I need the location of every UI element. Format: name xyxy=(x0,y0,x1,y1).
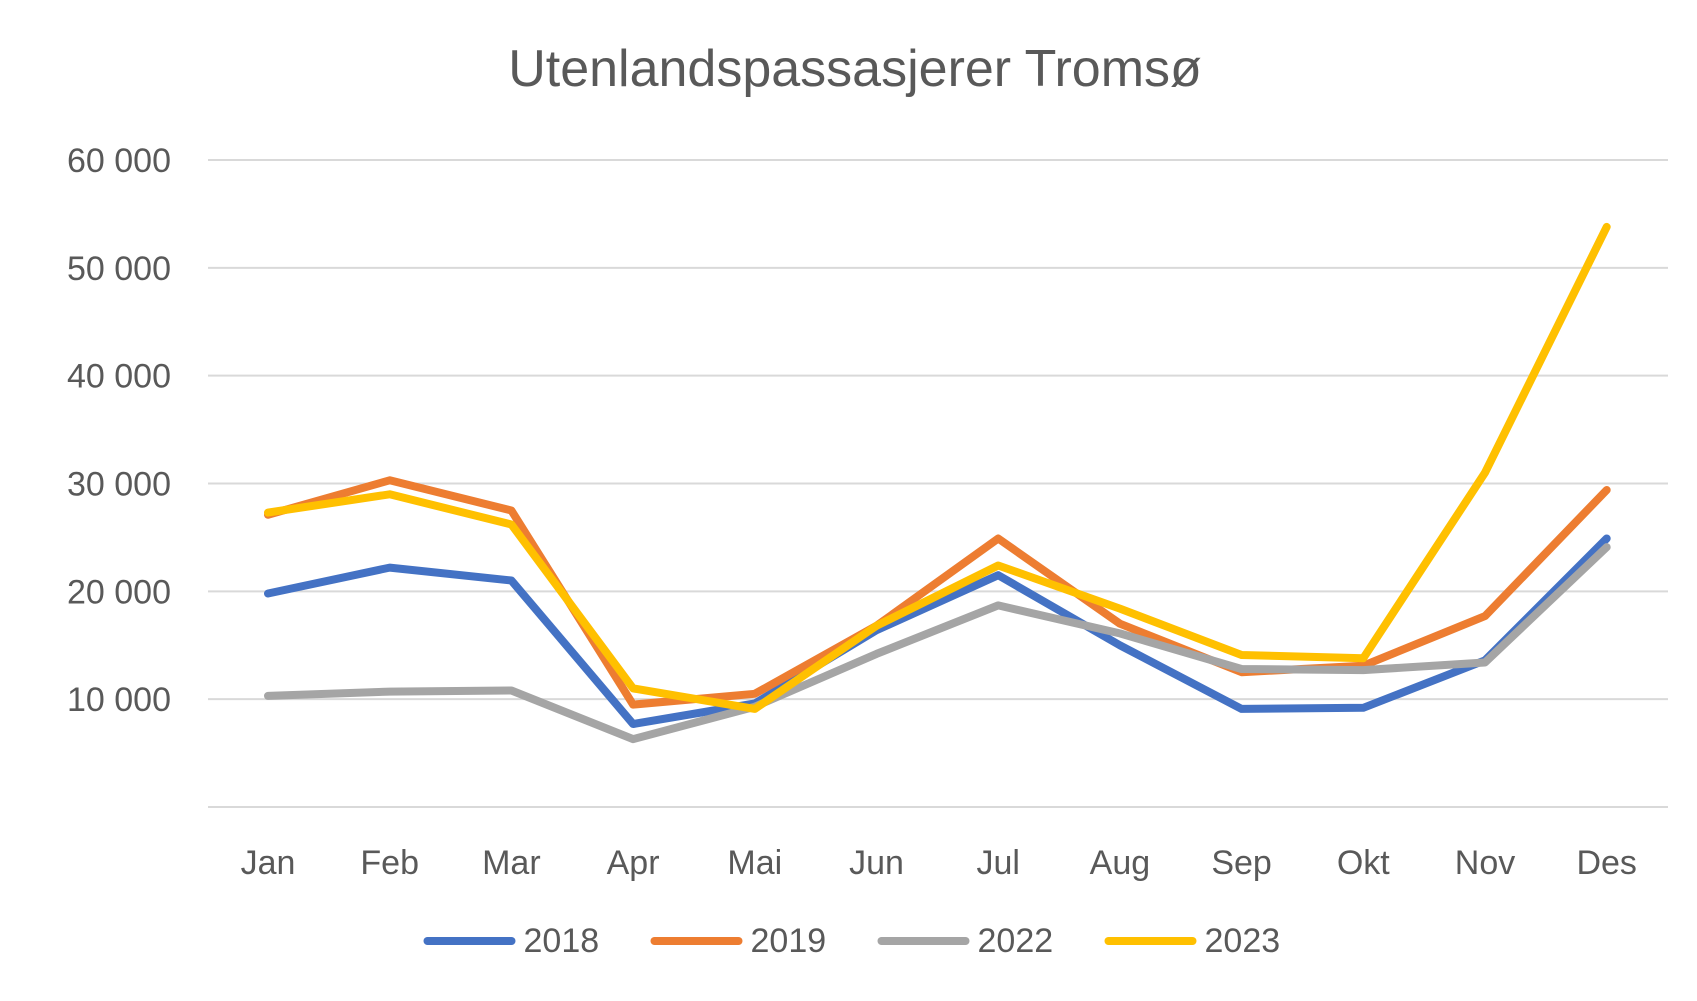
legend-label-2023: 2023 xyxy=(1205,922,1281,960)
x-tick-label-mai: Mai xyxy=(727,844,782,882)
x-tick-label-aug: Aug xyxy=(1090,844,1151,882)
x-tick-label-apr: Apr xyxy=(607,844,660,882)
gridlines xyxy=(208,159,1668,808)
series-line-2018 xyxy=(264,534,1611,728)
legend-item-2018: 2018 xyxy=(423,922,600,960)
x-tick-label-mar: Mar xyxy=(482,844,541,882)
x-tick-label-nov: Nov xyxy=(1455,844,1515,882)
x-tick-label-jan: Jan xyxy=(241,844,296,882)
y-tick-label: 30 000 xyxy=(67,466,171,504)
legend-label-2018: 2018 xyxy=(524,922,600,960)
chart-title: Utenlandspassasjerer Tromsø xyxy=(508,40,1202,98)
x-tick-label-jun: Jun xyxy=(849,844,904,882)
y-tick-label: 60 000 xyxy=(67,142,171,180)
legend-item-2022: 2022 xyxy=(877,922,1054,960)
legend-item-2019: 2019 xyxy=(650,922,827,960)
x-tick-label-des: Des xyxy=(1576,844,1636,882)
series-line-2019 xyxy=(264,476,1611,709)
series-lines xyxy=(264,222,1611,744)
legend-label-2019: 2019 xyxy=(751,922,827,960)
y-axis-tick-labels: 10 000 20 000 30 000 40 000 50 000 60 000 xyxy=(67,142,171,719)
y-tick-label: 50 000 xyxy=(67,250,171,288)
y-tick-label: 40 000 xyxy=(67,358,171,396)
x-tick-label-okt: Okt xyxy=(1337,844,1390,882)
series-line-2022 xyxy=(264,543,1611,744)
x-tick-label-sep: Sep xyxy=(1211,844,1272,882)
x-tick-label-jul: Jul xyxy=(976,844,1019,882)
y-tick-label: 20 000 xyxy=(67,573,171,611)
x-axis-tick-labels: Jan Feb Mar Apr Mai Jun Jul Aug Sep Okt Nov Des xyxy=(241,844,1637,882)
legend-item-2023: 2023 xyxy=(1104,922,1281,960)
y-tick-label: 10 000 xyxy=(67,681,171,719)
legend-label-2022: 2022 xyxy=(978,922,1054,960)
x-tick-label-feb: Feb xyxy=(360,844,419,882)
legend: 2018 2019 2022 2023 xyxy=(423,922,1281,960)
series-line-2023 xyxy=(264,222,1611,713)
